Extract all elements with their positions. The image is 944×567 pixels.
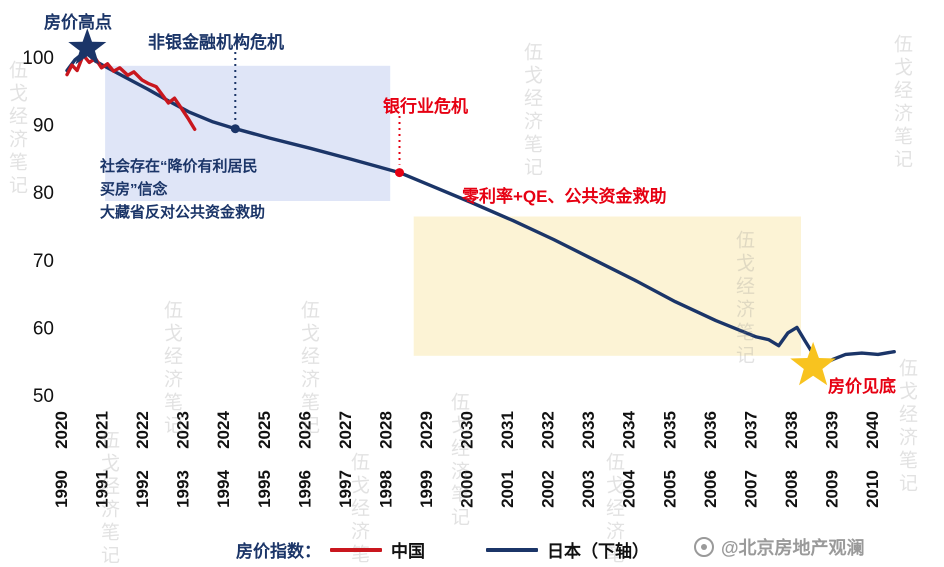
x-tick-top: 2040 [863,411,882,449]
y-tick-label: 60 [33,318,54,339]
annotation-nonbank-crisis: 非银金融机构危机 [148,33,284,52]
x-tick-bottom: 2001 [498,470,517,508]
annotation-social-belief-line3: 大藏省反对公共资金救助 [100,204,266,221]
x-tick-top: 2028 [376,411,395,449]
x-tick-bottom: 2010 [863,470,882,508]
x-tick-top: 2026 [295,411,314,449]
legend-title: 房价指数： [236,542,321,561]
y-tick-label: 100 [22,48,54,69]
annotation-social-belief: 社会存在“降价有利居民 买房”信念 大藏省反对公共资金救助 [100,155,265,224]
marker-dot-nonbank [230,124,240,134]
x-tick-bottom: 2007 [741,470,760,508]
x-tick-bottom: 1993 [174,470,193,508]
x-tick-top: 2034 [620,411,639,449]
annotation-social-belief-line2: 买房”信念 [100,181,168,198]
annotation-price-bottom: 房价见底 [828,377,896,396]
legend-swatch-japan [486,547,538,552]
annotation-banking-crisis: 银行业危机 [383,97,468,116]
x-tick-top: 2030 [458,411,477,449]
x-tick-bottom: 2003 [579,470,598,508]
x-tick-bottom: 2004 [620,470,639,508]
x-tick-top: 2038 [782,411,801,449]
y-tick-label: 80 [33,183,54,204]
x-tick-bottom: 1997 [336,470,355,508]
y-tick-label: 90 [33,116,54,137]
x-tick-top: 2023 [174,411,193,449]
x-tick-bottom: 2002 [539,470,558,508]
x-tick-top: 2031 [498,411,517,449]
legend-label-japan: 日本（下轴） [547,542,649,561]
x-tick-bottom: 1998 [376,470,395,508]
x-tick-top: 2032 [539,411,558,449]
x-tick-top: 2035 [660,411,679,449]
x-tick-bottom: 1996 [295,470,314,508]
x-tick-top: 2022 [133,411,152,449]
x-tick-top: 2024 [214,411,233,449]
legend-swatch-china [330,547,382,552]
x-tick-top: 2033 [579,411,598,449]
watermark-credit: @北京房地产观澜 [694,534,865,560]
credit-text: @北京房地产观澜 [721,538,865,558]
annotation-social-belief-line1: 社会存在“降价有利居民 [100,158,258,175]
annotation-price-peak: 房价高点 [44,13,112,32]
x-tick-bottom: 2009 [822,470,841,508]
x-tick-top: 2039 [822,411,841,449]
x-tick-bottom: 2008 [782,470,801,508]
x-tick-top: 2027 [336,411,355,449]
x-tick-top: 2029 [417,411,436,449]
marker-dot-bank [395,168,404,178]
region-qe-box [413,216,801,356]
legend-label-china: 中国 [391,542,425,561]
x-tick-bottom: 2005 [660,470,679,508]
annotation-zero-rate-qe: 零利率+QE、公共资金救助 [462,187,667,206]
y-tick-label: 50 [33,386,54,407]
x-tick-top: 2037 [741,411,760,449]
x-tick-bottom: 2000 [458,470,477,508]
legend: 房价指数： 中国 日本（下轴） [236,537,649,562]
marker-star-peak-star [68,28,107,65]
x-tick-bottom: 1999 [417,470,436,508]
x-tick-top: 2020 [52,411,71,449]
x-tick-bottom: 1991 [93,470,112,508]
x-tick-top: 2021 [93,411,112,449]
x-tick-bottom: 1995 [255,470,274,508]
x-tick-bottom: 1992 [133,470,152,508]
x-tick-bottom: 1994 [214,470,233,508]
x-tick-top: 2036 [701,411,720,449]
y-tick-label: 70 [33,251,54,272]
marker-star-bottom-star [790,341,836,386]
x-tick-top: 2025 [255,411,274,449]
camera-icon [694,537,714,557]
x-tick-bottom: 2006 [701,470,720,508]
x-tick-bottom: 1990 [52,470,71,508]
